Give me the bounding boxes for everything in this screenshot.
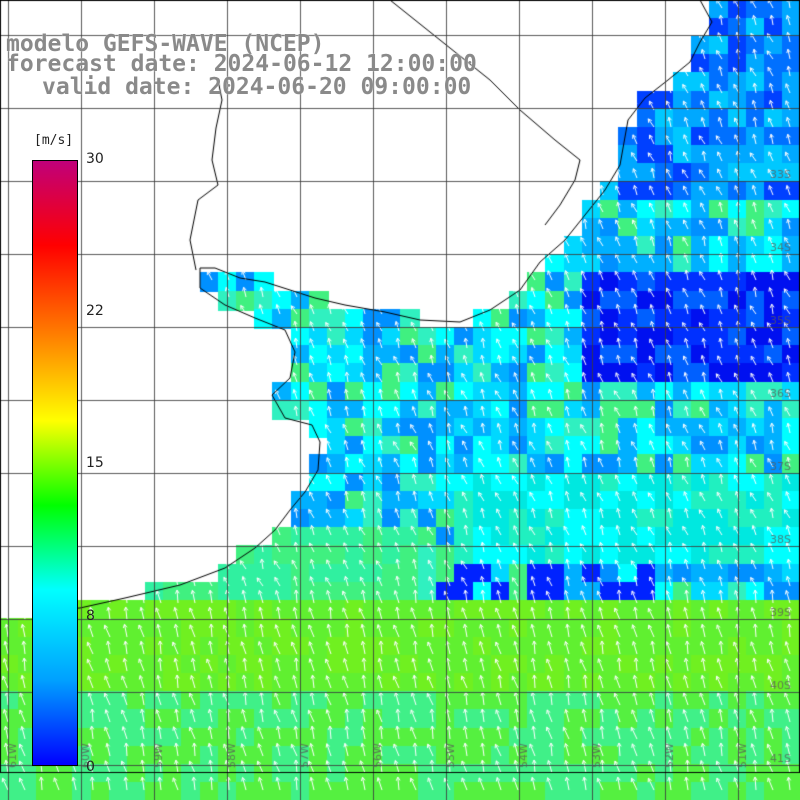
forecast-date-label: forecast date: 2024-06-12 12:00:00	[6, 51, 477, 77]
legend-tick-30: 30	[86, 151, 104, 167]
legend-unit: [m/s]	[34, 133, 74, 148]
valid-date-label: valid date: 2024-06-20 09:00:00	[42, 74, 472, 100]
color-scale-bar	[32, 160, 78, 766]
legend-tick-15: 15	[86, 455, 104, 471]
legend-tick-0: 0	[86, 759, 95, 775]
legend-tick-22: 22	[86, 303, 104, 319]
legend-tick-8: 8	[86, 608, 95, 624]
model-title: modelo GEFS-WAVE (NCEP)	[6, 31, 325, 57]
